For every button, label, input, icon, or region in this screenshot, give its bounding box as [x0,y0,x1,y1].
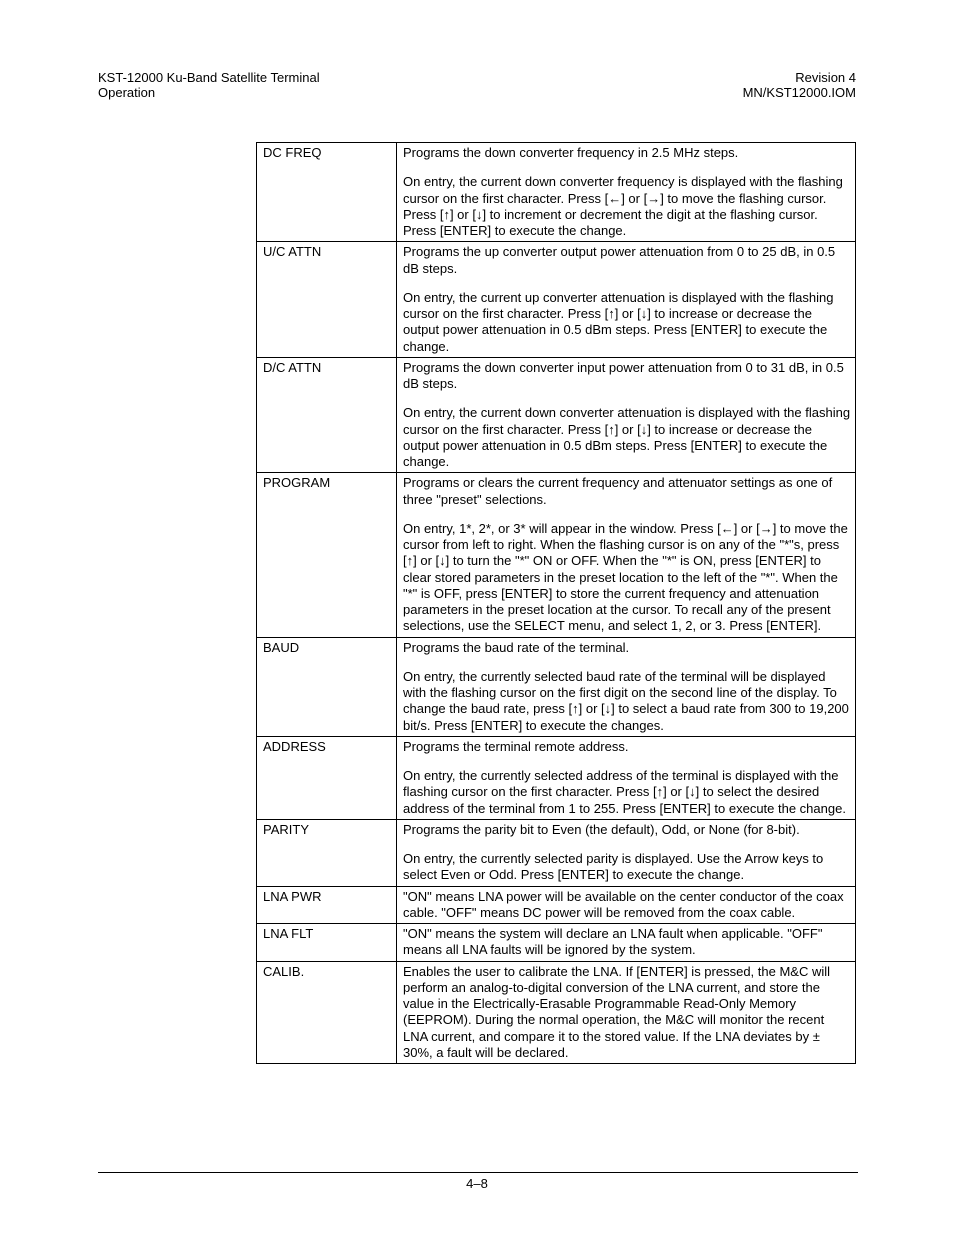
param-desc-paragraph: Enables the user to calibrate the LNA. I… [403,964,851,1062]
param-desc-cell: Programs the down converter input power … [397,357,856,473]
parameter-table: DC FREQ Programs the down converter frequ… [256,142,856,1064]
table-row: PROGRAMPrograms or clears the current fr… [257,473,856,637]
param-desc-paragraph: "ON" means LNA power will be available o… [403,889,851,922]
footer-divider [98,1172,858,1173]
header-left: KST-12000 Ku-Band Satellite Terminal Ope… [98,70,320,100]
page-number: 4–8 [0,1176,954,1191]
param-name-cell: LNA PWR [257,886,397,924]
param-desc-paragraph: On entry, the currently selected parity … [403,851,851,884]
param-desc-cell: Enables the user to calibrate the LNA. I… [397,961,856,1064]
param-desc-paragraph: On entry, the current down converter fre… [403,174,851,239]
table-row: LNA PWR"ON" means LNA power will be avai… [257,886,856,924]
param-name-cell: D/C ATTN [257,357,397,473]
table-row: LNA FLT"ON" means the system will declar… [257,924,856,962]
revision: Revision 4 [743,70,856,85]
param-desc-paragraph: On entry, the current up converter atten… [403,290,851,355]
param-desc-cell: Programs the down converter frequency in… [397,143,856,242]
param-desc-cell: Programs or clears the current frequency… [397,473,856,637]
table-row: CALIB.Enables the user to calibrate the … [257,961,856,1064]
param-desc-paragraph: On entry, the currently selected address… [403,768,851,817]
doc-number: MN/KST12000.IOM [743,85,856,100]
table-row: PARITY Programs the parity bit to Even (t… [257,819,856,886]
param-desc-cell: Programs the parity bit to Even (the def… [397,819,856,886]
param-desc-paragraph: Programs the up converter output power a… [403,244,851,277]
doc-section: Operation [98,85,320,100]
param-name-cell: PARITY [257,819,397,886]
param-desc-paragraph: "ON" means the system will declare an LN… [403,926,851,959]
table-row: BAUDPrograms the baud rate of the termin… [257,637,856,736]
param-name-cell: ADDRESS [257,736,397,819]
table-row: U/C ATTNPrograms the up converter output… [257,242,856,358]
param-name-cell: DC FREQ [257,143,397,242]
param-desc-cell: "ON" means the system will declare an LN… [397,924,856,962]
parameter-table-body: DC FREQ Programs the down converter frequ… [257,143,856,1064]
param-name-cell: U/C ATTN [257,242,397,358]
param-name-cell: CALIB. [257,961,397,1064]
param-desc-paragraph: On entry, the current down converter att… [403,405,851,470]
param-desc-paragraph: Programs the down converter frequency in… [403,145,851,161]
param-name-cell: PROGRAM [257,473,397,637]
param-desc-cell: Programs the baud rate of the terminal. O… [397,637,856,736]
param-desc-paragraph: Programs the baud rate of the terminal. [403,640,851,656]
param-desc-cell: Programs the terminal remote address. On … [397,736,856,819]
param-desc-paragraph: Programs or clears the current frequency… [403,475,851,508]
page-header: KST-12000 Ku-Band Satellite Terminal Ope… [98,70,856,100]
param-desc-cell: "ON" means LNA power will be available o… [397,886,856,924]
param-desc-paragraph: Programs the terminal remote address. [403,739,851,755]
param-desc-cell: Programs the up converter output power a… [397,242,856,358]
param-desc-paragraph: On entry, 1*, 2*, or 3* will appear in t… [403,521,851,635]
table-row: DC FREQ Programs the down converter frequ… [257,143,856,242]
table-row: ADDRESSPrograms the terminal remote addr… [257,736,856,819]
param-desc-paragraph: Programs the down converter input power … [403,360,851,393]
param-desc-paragraph: Programs the parity bit to Even (the def… [403,822,851,838]
param-name-cell: LNA FLT [257,924,397,962]
header-right: Revision 4 MN/KST12000.IOM [743,70,856,100]
table-row: D/C ATTNPrograms the down converter inpu… [257,357,856,473]
param-name-cell: BAUD [257,637,397,736]
param-desc-paragraph: On entry, the currently selected baud ra… [403,669,851,734]
doc-title: KST-12000 Ku-Band Satellite Terminal [98,70,320,85]
